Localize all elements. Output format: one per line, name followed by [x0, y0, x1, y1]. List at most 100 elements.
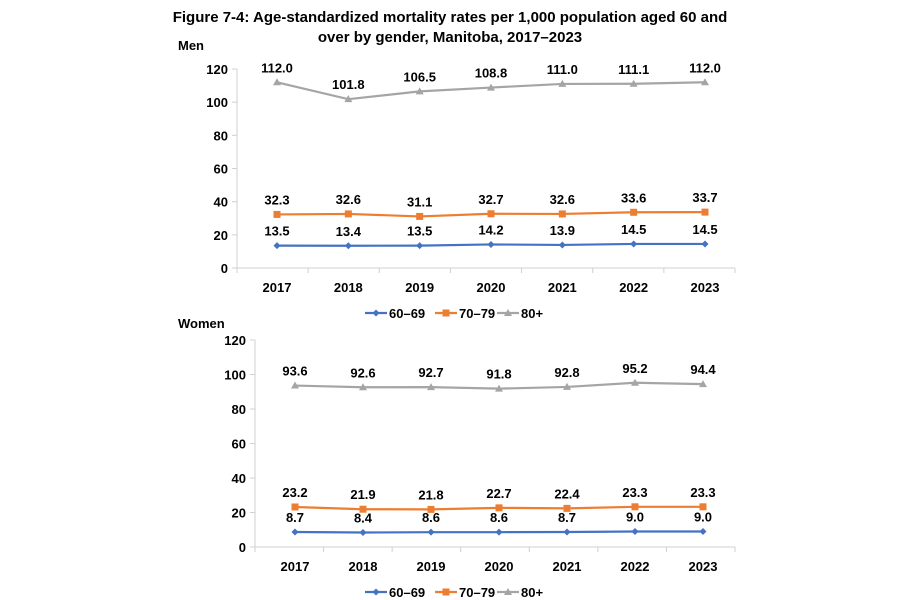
legend-marker — [442, 309, 450, 317]
data-label: 92.8 — [554, 365, 579, 380]
y-tick-label: 120 — [206, 62, 228, 77]
data-point — [427, 505, 435, 513]
data-point — [558, 210, 566, 218]
data-label: 111.1 — [618, 62, 649, 77]
data-label: 33.7 — [692, 190, 717, 205]
legend-marker — [372, 588, 380, 596]
y-tick-label: 60 — [232, 437, 246, 452]
data-point — [701, 240, 709, 248]
data-label: 8.6 — [490, 510, 508, 525]
data-point — [416, 242, 424, 250]
data-point — [701, 208, 709, 216]
x-tick-label: 2022 — [619, 280, 648, 295]
legend-label: 60–69 — [389, 585, 425, 600]
x-tick-label: 2023 — [691, 280, 720, 295]
data-point — [359, 505, 367, 513]
legend-marker — [442, 588, 450, 596]
series-70–79: 23.2 21.9 21.8 22.7 22.4 23.3 23.3 — [282, 485, 716, 513]
x-tick-label: 2022 — [621, 559, 650, 574]
data-point — [415, 87, 424, 95]
x-tick-label: 2019 — [417, 559, 446, 574]
y-tick-label: 20 — [214, 228, 228, 243]
x-tick-label: 2020 — [477, 280, 506, 295]
data-label: 32.6 — [336, 192, 361, 207]
data-label: 22.7 — [486, 486, 511, 501]
data-point — [558, 79, 567, 87]
legend-label: 80+ — [521, 306, 543, 321]
data-label: 13.5 — [264, 224, 289, 239]
legend-marker — [372, 309, 380, 317]
data-point — [273, 78, 281, 86]
legend-label: 70–79 — [459, 306, 495, 321]
data-label: 32.6 — [550, 192, 575, 207]
data-point — [563, 504, 571, 512]
data-label: 92.6 — [350, 365, 375, 380]
data-point — [291, 528, 299, 536]
data-label: 92.7 — [418, 365, 443, 380]
data-point — [291, 503, 299, 511]
data-label: 13.5 — [407, 224, 432, 239]
data-label: 94.4 — [690, 362, 716, 377]
data-label: 91.8 — [486, 367, 511, 382]
x-tick-label: 2019 — [405, 280, 434, 295]
chart-title: Figure 7-4: Age-standardized mortality r… — [172, 9, 728, 46]
data-label: 9.0 — [694, 509, 712, 524]
data-point — [699, 503, 707, 511]
data-label: 106.5 — [403, 69, 436, 84]
data-point — [558, 241, 566, 249]
data-point — [291, 381, 299, 389]
data-point — [630, 240, 638, 248]
series-60–69: 13.5 13.4 13.5 14.2 13.9 14.5 14.5 — [264, 222, 718, 250]
x-tick-label: 2017 — [263, 280, 292, 295]
legend-label: 70–79 — [459, 585, 495, 600]
data-point — [344, 210, 352, 218]
x-tick-label: 2018 — [334, 280, 363, 295]
data-point — [563, 382, 571, 390]
legend-marker — [504, 309, 512, 316]
data-point — [563, 528, 571, 536]
y-tick-label: 80 — [232, 402, 246, 417]
data-label: 14.5 — [692, 222, 717, 237]
data-label: 23.2 — [282, 485, 307, 500]
data-point — [487, 210, 495, 218]
data-point — [629, 79, 638, 87]
data-point — [273, 242, 281, 250]
data-point — [359, 529, 367, 537]
data-label: 23.3 — [690, 485, 715, 500]
data-point — [631, 527, 639, 535]
x-tick-label: 2020 — [485, 559, 514, 574]
data-label: 14.5 — [621, 222, 646, 237]
x-tick-label: 2021 — [553, 559, 582, 574]
data-point — [699, 380, 707, 388]
data-label: 93.6 — [282, 364, 307, 379]
y-tick-label: 20 — [232, 506, 246, 521]
data-point — [487, 83, 495, 91]
y-tick-label: 0 — [239, 540, 246, 555]
data-point — [427, 528, 435, 536]
data-label: 13.4 — [336, 224, 362, 239]
chart-panel-men: Men 0 20 40 60 80 100 120 2017 2018 2019 2020 2021 20… — [178, 38, 736, 321]
data-label: 112.0 — [261, 60, 293, 75]
series-70–79: 32.3 32.6 31.1 32.7 32.6 33.6 33.7 — [264, 190, 718, 220]
y-tick-label: 100 — [224, 368, 246, 383]
data-label: 8.7 — [558, 510, 576, 525]
data-point — [416, 212, 424, 220]
data-label: 101.8 — [332, 77, 365, 92]
data-label: 33.6 — [621, 190, 646, 205]
x-tick-label: 2018 — [349, 559, 378, 574]
data-point — [699, 527, 707, 535]
data-label: 9.0 — [626, 509, 644, 524]
data-label: 21.9 — [350, 487, 375, 502]
legend-label: 60–69 — [389, 306, 425, 321]
series-80+: 93.6 92.6 92.7 91.8 92.8 95.2 94.4 — [282, 361, 716, 392]
data-point — [495, 504, 503, 512]
y-tick-label: 40 — [214, 195, 228, 210]
y-tick-label: 80 — [214, 128, 228, 143]
legend-label: 80+ — [521, 585, 543, 600]
x-tick-label: 2023 — [689, 559, 718, 574]
data-point — [630, 208, 638, 216]
y-tick-label: 40 — [232, 471, 246, 486]
y-tick-label: 100 — [206, 95, 228, 110]
data-point — [631, 378, 639, 386]
